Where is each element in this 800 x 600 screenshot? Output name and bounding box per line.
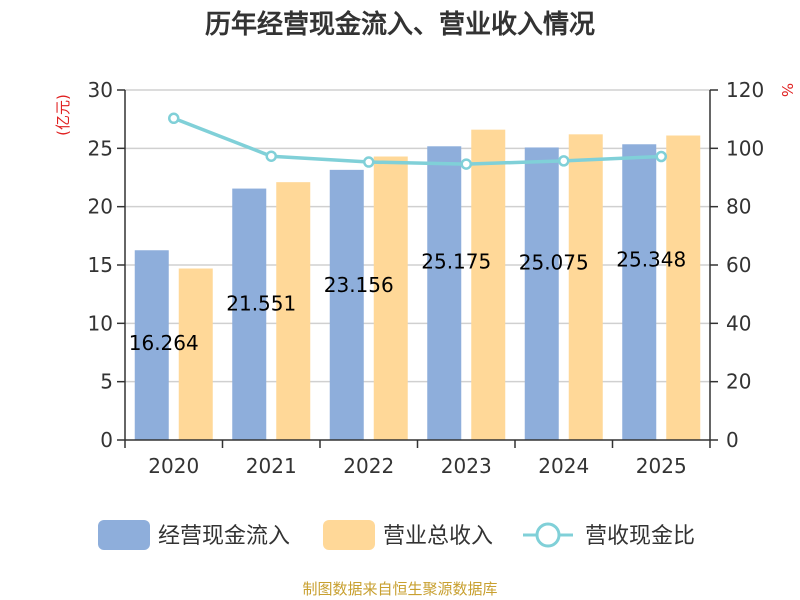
x-tick-label: 2022 [343,454,394,478]
right-tick-label: 60 [726,253,751,277]
ratio-line-series [168,112,667,170]
bar-cash-inflow [232,188,267,440]
bar-revenue [373,156,408,440]
ratio-point [168,112,180,125]
legend-label: 营业总收入 [383,524,493,549]
legend-swatch-bar [98,520,150,550]
right-tick-label: 20 [726,370,751,394]
data-label: 23.156 [324,273,394,297]
legend-label: 经营现金流入 [158,524,290,549]
ratio-point [460,158,472,170]
left-tick-label: 0 [100,428,113,452]
left-tick-label: 15 [88,253,113,277]
left-axis-unit: (亿元) [54,94,72,136]
bar-revenue [471,129,506,440]
data-label: 25.175 [421,249,491,273]
ratio-point [655,150,667,163]
data-label: 21.551 [226,292,296,316]
legend: 经营现金流入 营业总收入 营收现金比 [98,520,695,550]
bar-revenue [178,268,213,440]
bar-revenue [666,135,701,440]
right-axis-unit: % [778,83,796,97]
ratio-point [265,150,277,162]
right-tick-label: 40 [726,311,751,335]
ratio-point [363,156,375,168]
x-tick-label: 2023 [441,454,492,478]
grid-lines [125,89,710,383]
bar-cash-inflow [329,169,364,440]
data-label: 16.264 [129,331,199,355]
right-tick-label: 0 [726,428,739,452]
legend-swatch-marker [535,522,561,548]
bar-cash-inflow [427,146,462,440]
bars [134,129,701,441]
x-tick-label: 2021 [246,454,297,478]
source-note: 制图数据来自恒生聚源数据库 [302,580,498,598]
right-tick-label: 80 [726,195,751,219]
data-labels: 16.264 21.551 23.156 25.175 25.075 25.348 [129,247,686,355]
left-tick-label: 30 [88,78,113,102]
left-tick-label: 5 [100,370,113,394]
x-tick-label: 2020 [148,454,199,478]
x-tick-label: 2024 [538,454,589,478]
data-label: 25.348 [616,247,686,271]
bar-revenue [568,134,603,441]
chart-title: 历年经营现金流入、营业收入情况 [204,10,595,40]
legend-label: 营收现金比 [585,524,695,549]
bar-cash-inflow [524,147,559,441]
bar-cash-inflow [134,250,169,440]
legend-swatch-bar [323,520,375,550]
right-tick-label: 100 [726,136,764,160]
left-tick-label: 20 [88,195,113,219]
ratio-point [558,155,570,167]
ratio-line [173,116,662,166]
bar-revenue [276,182,311,440]
left-tick-label: 25 [88,136,113,160]
x-tick-label: 2025 [636,454,687,478]
right-tick-label: 120 [726,78,764,102]
left-tick-label: 10 [88,311,113,335]
data-label: 25.075 [519,250,589,274]
bar-cash-inflow [622,144,657,441]
